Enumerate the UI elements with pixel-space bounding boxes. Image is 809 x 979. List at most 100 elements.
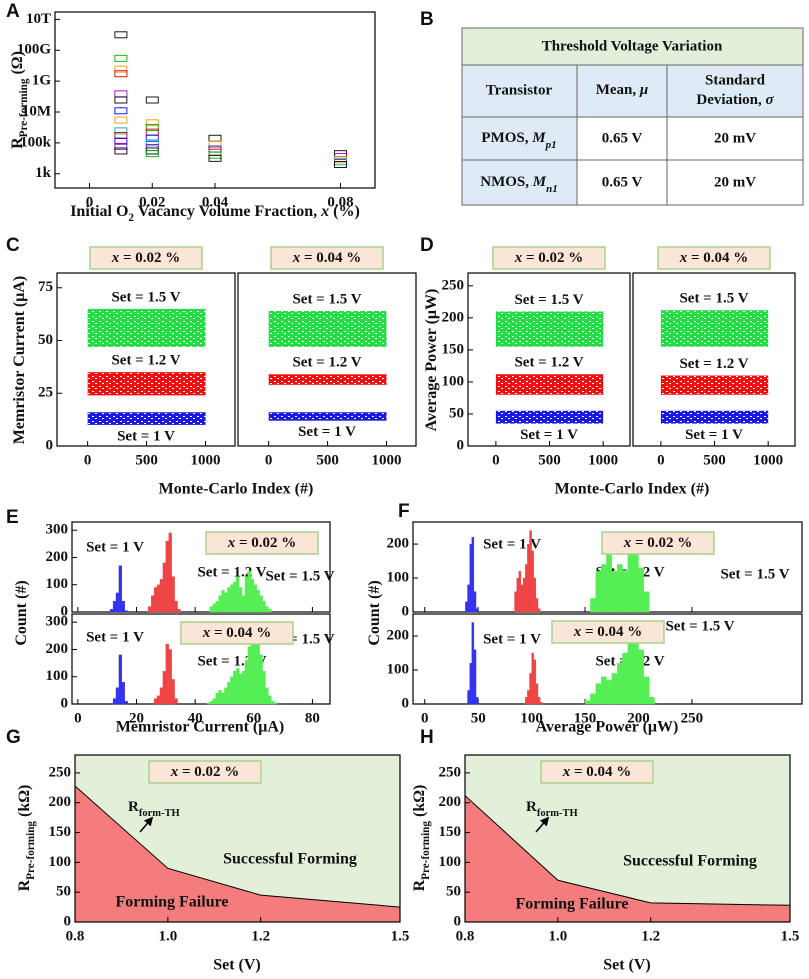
band-label: Set = 1.5 V	[111, 289, 180, 305]
x-tick-label: 80	[305, 710, 320, 726]
x-tick-label: 20	[129, 710, 144, 726]
histogram-bar	[162, 562, 166, 613]
annotation-part: = 0.02 %	[235, 535, 296, 551]
histogram-bar	[165, 540, 169, 613]
histogram-bar	[253, 638, 257, 705]
y-tick-label: 25	[38, 385, 53, 401]
plot-frame	[464, 754, 791, 923]
histogram-bar	[622, 571, 628, 613]
plot-frame	[632, 272, 796, 447]
annotation-box	[551, 620, 665, 644]
y-tick-label: 50	[38, 332, 53, 348]
histogram-bar	[218, 595, 222, 613]
line-label-part: R	[526, 799, 537, 815]
histogram-bar	[218, 690, 222, 705]
histogram-bar	[238, 673, 243, 705]
y-axis-label-part: Memristor Current (μA)	[11, 276, 28, 444]
annotation-part: = 0.02 %	[631, 535, 692, 551]
x-tick-label: 50	[471, 710, 486, 726]
histogram-bar	[224, 687, 228, 705]
annotation-part: x	[202, 625, 211, 641]
x-tick-label: 250	[681, 710, 704, 726]
x-axis-label-part: (%)	[329, 203, 360, 220]
histogram-bar	[227, 682, 231, 705]
histogram-bar	[256, 590, 260, 613]
x-tick-label: 1.0	[548, 928, 567, 944]
histogram-bar	[209, 701, 213, 705]
histogram-bar	[250, 641, 254, 705]
histogram-bar	[247, 570, 251, 613]
row-name-symbol: M	[531, 130, 546, 146]
x-tick-label: 0.08	[327, 194, 353, 210]
series-label: Set = 1 V	[483, 631, 541, 647]
histogram-bar	[121, 682, 125, 705]
histogram-bar	[529, 673, 532, 705]
annotation: x = 0.04 %	[679, 250, 749, 266]
y-tick-label: 50	[449, 405, 464, 421]
x-tick-label: 1.2	[641, 928, 660, 944]
row-name-sub: n1	[546, 183, 558, 195]
band-texture	[495, 311, 604, 347]
failure-area	[465, 795, 790, 922]
histogram-bar	[518, 571, 522, 613]
cell: 0.65 V	[602, 174, 643, 190]
band-texture	[87, 412, 206, 425]
histogram-bar	[115, 687, 120, 705]
y-tick-label: 100	[46, 576, 69, 592]
histogram-bar	[535, 598, 539, 613]
histogram-bar	[600, 564, 607, 613]
row-name-symbol: M	[532, 174, 547, 190]
x-tick-label: 0.8	[456, 928, 475, 944]
y-tick-label: 1k	[35, 165, 52, 181]
panel-label: H	[420, 727, 434, 748]
band-texture	[268, 412, 387, 421]
x-axis-label: Memristor Current (μA)	[116, 719, 284, 736]
annotation-part: x	[573, 624, 582, 640]
histogram-bar	[259, 654, 263, 705]
y-tick-label: 200	[387, 536, 410, 552]
point	[145, 134, 159, 142]
annotation-part: = 0.04 %	[300, 250, 361, 266]
x-tick-label: 1.5	[781, 928, 800, 944]
series-label: Set = 1.2 V	[197, 564, 266, 580]
histogram-bar	[151, 595, 155, 613]
plot-frame	[74, 754, 401, 923]
y-tick-label: 100	[46, 668, 69, 684]
histogram-bar	[622, 652, 628, 705]
y-axis-label-part: R	[411, 879, 428, 891]
x-axis-label-part: 2	[128, 212, 134, 224]
y-tick-label: 0	[454, 913, 462, 929]
histogram-bar	[171, 576, 175, 613]
y-axis-label-part: Pre-forming	[18, 78, 30, 137]
y-tick-label: 50	[56, 884, 71, 900]
y-tick-label: 300	[46, 522, 69, 538]
y-axis-label-part: Pre-forming	[25, 821, 37, 880]
band-texture	[87, 308, 206, 347]
panel-label: C	[6, 235, 20, 256]
histogram-bar	[227, 587, 231, 613]
line-label: Rform-TH	[128, 799, 180, 818]
y-axis-label-part: Average Power (μW)	[423, 289, 440, 432]
x-tick-label: 500	[135, 452, 158, 468]
histogram-bar	[520, 584, 524, 613]
histogram-bar	[224, 592, 228, 613]
histogram-bar	[535, 683, 539, 705]
x-tick-label: 1.5	[391, 928, 410, 944]
point	[114, 107, 128, 115]
histogram-bar	[253, 584, 257, 613]
point	[145, 96, 159, 104]
histogram-bar	[590, 598, 596, 613]
band-texture	[495, 410, 604, 424]
annotation-part: x	[514, 250, 523, 266]
annotation-part: x	[292, 250, 301, 266]
x-tick-label: 0	[492, 452, 500, 468]
histogram-bar	[531, 550, 534, 613]
histogram-bar	[212, 603, 216, 613]
annotation-box	[492, 246, 606, 270]
band-texture	[660, 310, 769, 347]
x-axis-label-part: Initial O	[70, 203, 128, 220]
band-label: Set = 1 V	[117, 428, 175, 444]
y-tick-label: 200	[387, 628, 410, 644]
histogram-bar	[643, 676, 650, 705]
y-tick-label: 0	[64, 913, 72, 929]
